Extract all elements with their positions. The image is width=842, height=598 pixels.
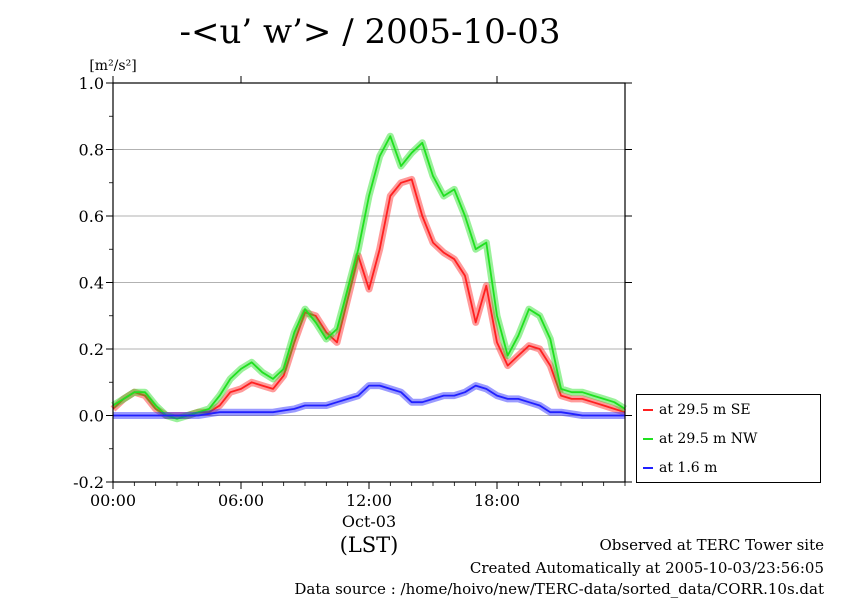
- y-tick-label-5: 0.8: [79, 141, 104, 160]
- y-axis-label: [m²/s²]: [89, 58, 136, 74]
- legend-label-1: at 29.5 m SE: [659, 402, 751, 418]
- legend-swatch-3: [643, 467, 653, 469]
- series-line-3: [113, 384, 625, 417]
- series-band-1: [110, 175, 627, 419]
- chart-title: -<u’ w’> / 2005-10-03: [179, 12, 561, 52]
- y-tick-label-0: -0.2: [73, 473, 104, 492]
- y-tick-label-4: 0.6: [79, 207, 104, 226]
- y-tick-label-6: 1.0: [79, 74, 104, 93]
- y-tick-label-2: 0.2: [79, 340, 104, 359]
- x-date-label: Oct-03: [342, 512, 396, 531]
- legend-label-3: at 1.6 m: [659, 460, 718, 476]
- x-tick-label-2: 12:00: [346, 491, 392, 510]
- legend-label-2: at 29.5 m NW: [659, 431, 758, 447]
- x-axis-label: (LST): [340, 533, 399, 557]
- footer-created: Created Automatically at 2005-10-03/23:5…: [469, 559, 824, 577]
- legend-item-1: at 29.5 m SE: [643, 400, 751, 420]
- x-tick-label-0: 00:00: [90, 491, 136, 510]
- x-tick-label-3: 18:00: [474, 491, 520, 510]
- legend-swatch-1: [643, 409, 653, 411]
- y-tick-label-1: 0.0: [79, 407, 104, 426]
- legend: at 29.5 m SE at 29.5 m NW at 1.6 m: [636, 394, 821, 483]
- footer-site: Observed at TERC Tower site: [599, 536, 824, 554]
- legend-item-3: at 1.6 m: [643, 458, 717, 478]
- y-tick-label-3: 0.4: [79, 274, 104, 293]
- legend-item-2: at 29.5 m NW: [643, 429, 757, 449]
- legend-swatch-2: [643, 438, 653, 440]
- series-line-1: [112, 178, 626, 417]
- series-line-2: [112, 135, 626, 420]
- footer-source: Data source : /home/hoivo/new/TERC-data/…: [294, 580, 824, 598]
- x-tick-label-1: 06:00: [218, 491, 264, 510]
